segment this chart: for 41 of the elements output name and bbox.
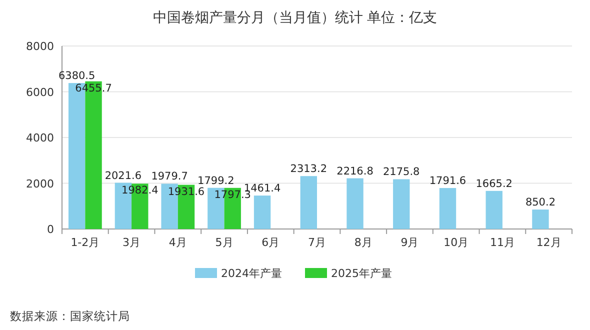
legend-label: 2024年产量 — [221, 267, 282, 280]
data-label: 2021.6 — [104, 170, 142, 182]
x-tick-label: 6月 — [262, 236, 280, 249]
x-tick-label: 12月 — [536, 236, 562, 249]
bar — [532, 210, 549, 229]
y-tick-label: 6000 — [26, 86, 54, 99]
x-tick-label: 11月 — [490, 236, 515, 249]
data-label: 6455.7 — [75, 82, 112, 94]
x-tick-label: 3月 — [122, 236, 141, 249]
chart-title: 中国卷烟产量分月（当月值）统计 单位：亿支 — [152, 10, 438, 26]
x-tick-label: 10月 — [444, 236, 469, 249]
data-label: 1665.2 — [476, 178, 512, 190]
data-label: 1791.6 — [429, 175, 466, 188]
x-tick-label: 7月 — [308, 236, 326, 249]
x-tick-label: 1-2月 — [70, 236, 100, 249]
bar — [300, 176, 317, 229]
data-label: 6380.5 — [58, 70, 96, 82]
y-tick-label: 4000 — [26, 132, 54, 144]
y-tick-label: 8000 — [26, 40, 54, 53]
data-label: 2216.8 — [336, 165, 374, 178]
data-label: 1979.7 — [151, 170, 188, 183]
x-tick-label: 9月 — [400, 236, 419, 249]
x-tick-label: 5月 — [215, 236, 234, 249]
source-note: 数据来源：国家统计局 — [10, 309, 130, 323]
data-label: 1797.3 — [214, 188, 251, 201]
data-label: 850.2 — [525, 196, 556, 209]
x-tick-label: 4月 — [168, 236, 187, 249]
y-tick-label: 2000 — [26, 177, 54, 190]
x-tick-label: 8月 — [354, 236, 372, 249]
bar — [393, 179, 410, 229]
data-label: 1799.2 — [198, 174, 234, 187]
data-label: 1982.4 — [122, 184, 159, 197]
bar — [254, 196, 271, 229]
data-label: 2175.8 — [383, 166, 420, 178]
data-label: 1931.6 — [168, 186, 205, 198]
data-label: 2313.2 — [290, 163, 328, 176]
bar — [439, 188, 456, 229]
bar — [346, 178, 364, 229]
y-tick-label: 0 — [47, 223, 54, 236]
bar — [486, 190, 502, 229]
legend-label: 2025年产量 — [331, 267, 392, 280]
